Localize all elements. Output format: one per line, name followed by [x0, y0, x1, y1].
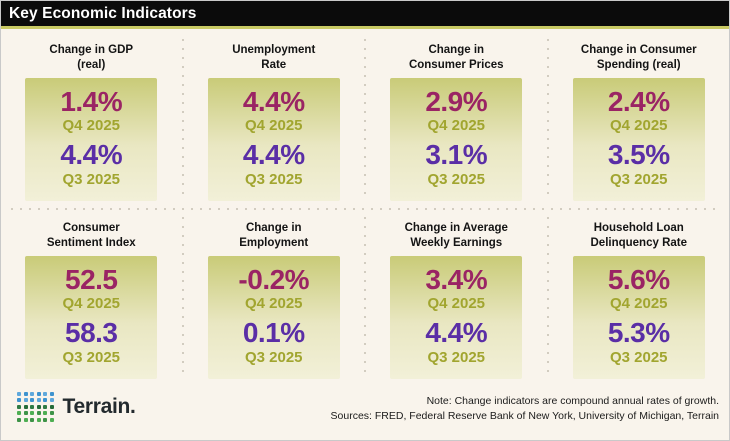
value-box: 2.4% Q4 2025 3.5% Q3 2025	[572, 78, 705, 201]
title-line-2: Rate	[261, 59, 287, 72]
q3-label: Q3 2025	[244, 170, 303, 188]
q4-label: Q4 2025	[62, 295, 121, 313]
terrain-logo-icon	[17, 391, 54, 422]
q4-value: 2.9%	[425, 86, 488, 117]
card-consumer-spending: Change in Consumer Spending (real) 2.4% …	[549, 37, 730, 201]
q4-value: -0.2%	[238, 263, 310, 295]
q4-label: Q4 2025	[244, 117, 303, 135]
value-box: 52.5 Q4 2025 58.3 Q3 2025	[25, 255, 158, 379]
value-box: 5.6% Q4 2025 5.3% Q3 2025	[572, 255, 705, 379]
q3-label: Q3 2025	[427, 348, 486, 366]
q4-label: Q4 2025	[609, 117, 668, 135]
column-divider	[364, 216, 366, 377]
terrain-logo: Terrain.	[17, 391, 136, 422]
title-line-1: Change in	[245, 221, 302, 234]
title-line-1: Consumer	[62, 221, 120, 234]
title-line-2: Sentiment Index	[46, 236, 136, 249]
q3-label: Q3 2025	[427, 170, 486, 188]
value-box: 4.4% Q4 2025 4.4% Q3 2025	[207, 78, 340, 201]
q3-label: Q3 2025	[62, 170, 121, 188]
title-line-2: Employment	[239, 236, 309, 249]
q4-label: Q4 2025	[427, 117, 486, 135]
card-employment: Change in Employment -0.2% Q4 2025 0.1% …	[184, 215, 365, 379]
indicator-title: Household Loan Delinquency Rate	[549, 219, 730, 251]
footer: Terrain. Note: Change indicators are com…	[1, 379, 729, 440]
q4-value: 1.4%	[60, 86, 123, 117]
q4-label: Q4 2025	[244, 295, 303, 313]
card-consumer-prices: Change in Consumer Prices 2.9% Q4 2025 3…	[366, 37, 547, 201]
row-divider	[11, 207, 719, 210]
page-title: Key Economic Indicators	[9, 4, 197, 22]
value-box: 3.4% Q4 2025 4.4% Q3 2025	[390, 255, 523, 379]
title-line-1: Household Loan	[593, 221, 684, 234]
q4-value: 52.5	[65, 263, 118, 295]
q3-label: Q3 2025	[62, 348, 121, 366]
header-bar: Key Economic Indicators	[1, 1, 729, 29]
title-line-1: Change in	[428, 44, 485, 57]
column-divider	[181, 216, 184, 377]
column-divider	[181, 39, 184, 199]
q4-value: 4.4%	[242, 86, 305, 117]
q3-label: Q3 2025	[609, 170, 668, 188]
q4-label: Q4 2025	[427, 295, 486, 313]
q4-label: Q4 2025	[609, 295, 668, 313]
q3-value: 4.4%	[242, 139, 305, 171]
footnote-line-1: Note: Change indicators are compound ann…	[426, 394, 719, 407]
value-box: 2.9% Q4 2025 3.1% Q3 2025	[390, 78, 523, 201]
indicator-title: Change in Consumer Prices	[366, 41, 547, 73]
card-loan-delinquency: Household Loan Delinquency Rate 5.6% Q4 …	[549, 215, 730, 379]
title-line-2: Consumer Prices	[408, 59, 504, 72]
q3-value: 3.1%	[425, 139, 488, 171]
q3-value: 0.1%	[242, 317, 305, 349]
footnote-line-2: Sources: FRED, Federal Reserve Bank of N…	[330, 409, 719, 422]
indicator-title: Change in Employment	[184, 219, 365, 251]
value-box: -0.2% Q4 2025 0.1% Q3 2025	[207, 255, 340, 379]
card-weekly-earnings: Change in Average Weekly Earnings 3.4% Q…	[366, 215, 547, 379]
title-line-2: Spending (real)	[596, 59, 681, 72]
indicator-grid: Change in GDP (real) 1.4% Q4 2025 4.4% Q…	[1, 29, 729, 379]
indicator-title: Unemployment Rate	[184, 41, 365, 73]
q3-value: 4.4%	[425, 317, 488, 349]
value-box: 1.4% Q4 2025 4.4% Q3 2025	[25, 78, 158, 201]
indicator-title: Change in Consumer Spending (real)	[549, 41, 730, 73]
terrain-logo-text: Terrain.	[62, 394, 136, 418]
indicator-title: Change in GDP (real)	[1, 41, 182, 73]
title-line-1: Unemployment	[232, 44, 316, 57]
indicator-row-bottom: Consumer Sentiment Index 52.5 Q4 2025 58…	[1, 215, 729, 379]
title-line-2: (real)	[77, 59, 106, 72]
q3-value: 4.4%	[60, 139, 123, 171]
q3-label: Q3 2025	[609, 348, 668, 366]
title-line-2: Weekly Earnings	[410, 236, 503, 249]
title-line-1: Change in Average	[404, 221, 508, 234]
q3-label: Q3 2025	[244, 348, 303, 366]
indicator-title: Change in Average Weekly Earnings	[366, 219, 547, 251]
q4-value: 2.4%	[607, 86, 670, 117]
indicator-title: Consumer Sentiment Index	[1, 219, 182, 251]
q4-label: Q4 2025	[62, 117, 121, 135]
footnote: Note: Change indicators are compound ann…	[331, 392, 719, 424]
indicator-row-top: Change in GDP (real) 1.4% Q4 2025 4.4% Q…	[1, 37, 729, 201]
q4-value: 5.6%	[607, 263, 670, 295]
column-divider	[364, 39, 366, 199]
title-line-1: Change in GDP	[49, 44, 134, 57]
column-divider	[546, 216, 549, 377]
q4-value: 3.4%	[425, 263, 488, 295]
q3-value: 58.3	[65, 317, 118, 349]
card-gdp: Change in GDP (real) 1.4% Q4 2025 4.4% Q…	[1, 37, 182, 201]
q3-value: 5.3%	[607, 317, 670, 349]
title-line-2: Delinquency Rate	[590, 236, 688, 249]
card-unemployment: Unemployment Rate 4.4% Q4 2025 4.4% Q3 2…	[184, 37, 365, 201]
card-consumer-sentiment: Consumer Sentiment Index 52.5 Q4 2025 58…	[1, 215, 182, 379]
title-line-1: Change in Consumer	[580, 44, 697, 57]
q3-value: 3.5%	[607, 139, 670, 171]
column-divider	[546, 39, 549, 199]
